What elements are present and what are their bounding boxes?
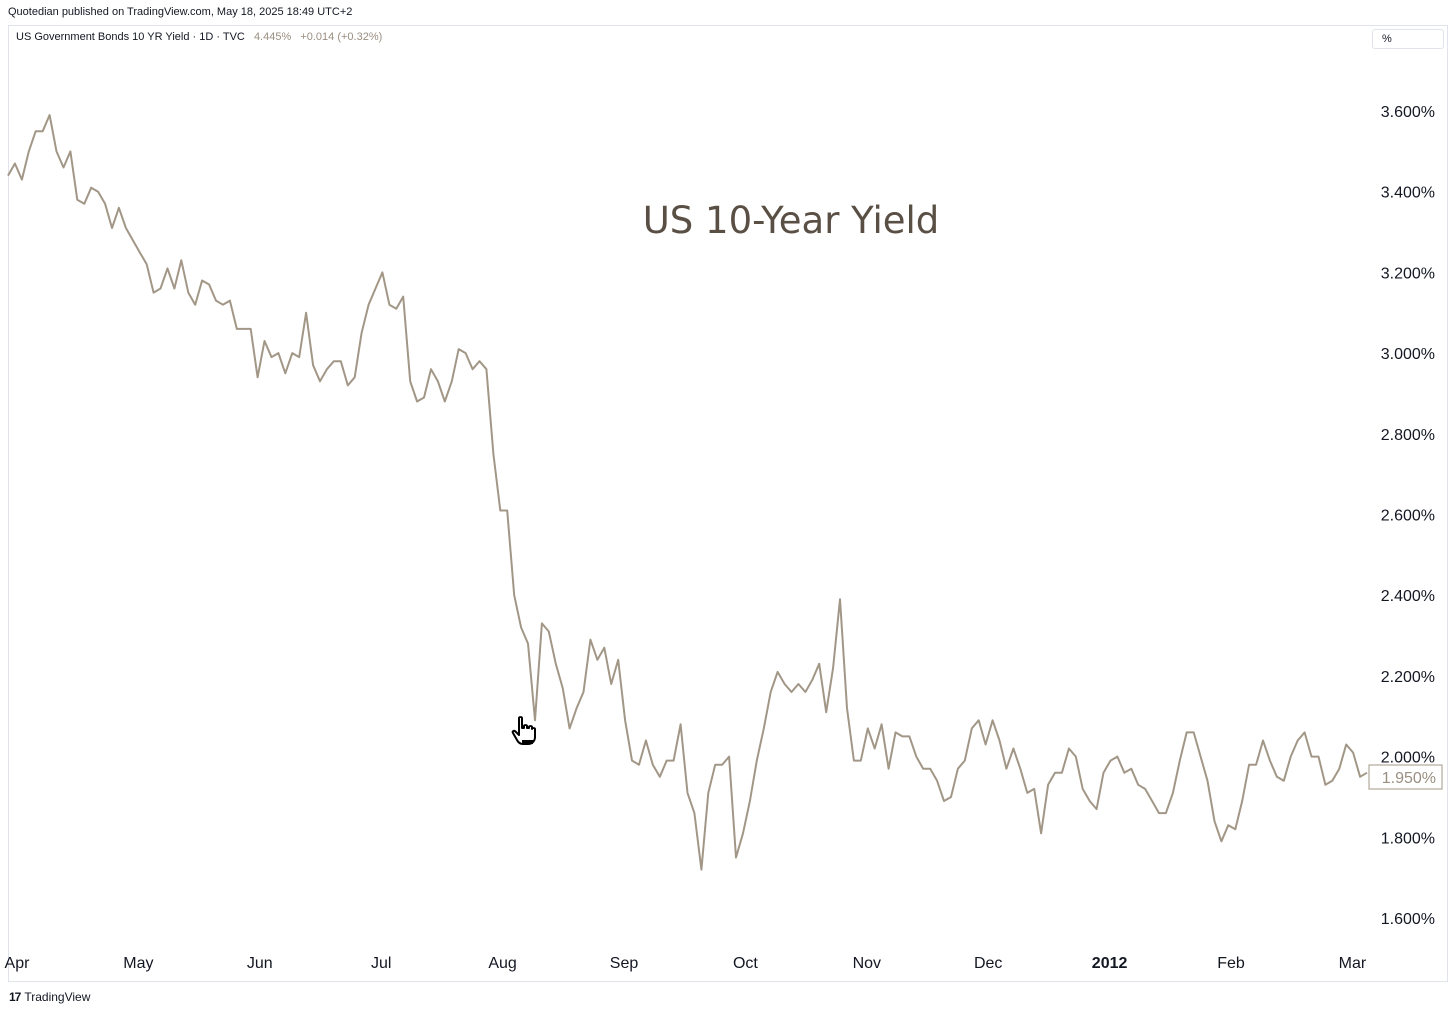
chart-title: US 10-Year Yield xyxy=(643,199,940,242)
hand-pointer-icon xyxy=(511,716,536,745)
x-tick-label: May xyxy=(123,955,153,972)
unit-label: % xyxy=(1382,33,1392,45)
last-price: 4.445% xyxy=(253,31,292,43)
y-tick-label: 2.000% xyxy=(1381,750,1435,767)
x-tick-label: Jun xyxy=(247,955,273,972)
y-tick-label: 2.600% xyxy=(1381,508,1435,525)
x-tick-label: Aug xyxy=(488,955,516,972)
symbol-legend: US Government Bonds 10 YR Yield · 1D · T… xyxy=(16,31,382,43)
y-tick-label: 3.600% xyxy=(1381,104,1435,121)
symbol-name: US Government Bonds 10 YR Yield · 1D · T… xyxy=(16,31,245,43)
series-line xyxy=(7,114,1368,871)
y-tick-label: 2.800% xyxy=(1381,427,1435,444)
x-tick-label: Jul xyxy=(371,955,391,972)
y-tick-label: 1.800% xyxy=(1381,830,1435,847)
x-tick-label: Sep xyxy=(610,955,639,972)
unit-selector[interactable]: % xyxy=(1372,29,1444,49)
y-tick-label: 2.200% xyxy=(1381,669,1435,686)
x-tick-label: Dec xyxy=(974,955,1002,972)
y-tick-label: 1.600% xyxy=(1381,911,1435,928)
x-tick-label: Mar xyxy=(1339,955,1367,972)
footer-brand: TradingView xyxy=(24,990,91,1004)
y-tick-label: 3.200% xyxy=(1381,265,1435,282)
footer: 17 TradingView xyxy=(9,990,90,1004)
x-tick-label: 2012 xyxy=(1092,955,1128,972)
x-tick-label: Oct xyxy=(733,955,758,972)
chart-frame xyxy=(8,25,1448,982)
y-tick-label: 3.000% xyxy=(1381,346,1435,363)
x-tick-label: Nov xyxy=(853,955,881,972)
tradingview-logo-icon: 17 xyxy=(9,990,21,1004)
publication-info: Quotedian published on TradingView.com, … xyxy=(8,6,353,18)
x-tick-label: Feb xyxy=(1217,955,1245,972)
y-axis: 3.600% 3.400% 3.200% 3.000% 2.800% 2.600% 2.40… xyxy=(1381,104,1435,928)
last-value-tag: 1.950% xyxy=(1368,764,1443,790)
y-tick-label: 3.400% xyxy=(1381,185,1435,202)
y-tick-label: 2.400% xyxy=(1381,588,1435,605)
price-change: +0.014 (+0.32%) xyxy=(300,31,383,43)
x-tick-label: Apr xyxy=(5,955,31,972)
last-value-label: 1.950% xyxy=(1382,770,1436,787)
x-axis: Apr May Jun Jul Aug Sep Oct Nov Dec 2012 Feb Mar xyxy=(5,955,1367,972)
